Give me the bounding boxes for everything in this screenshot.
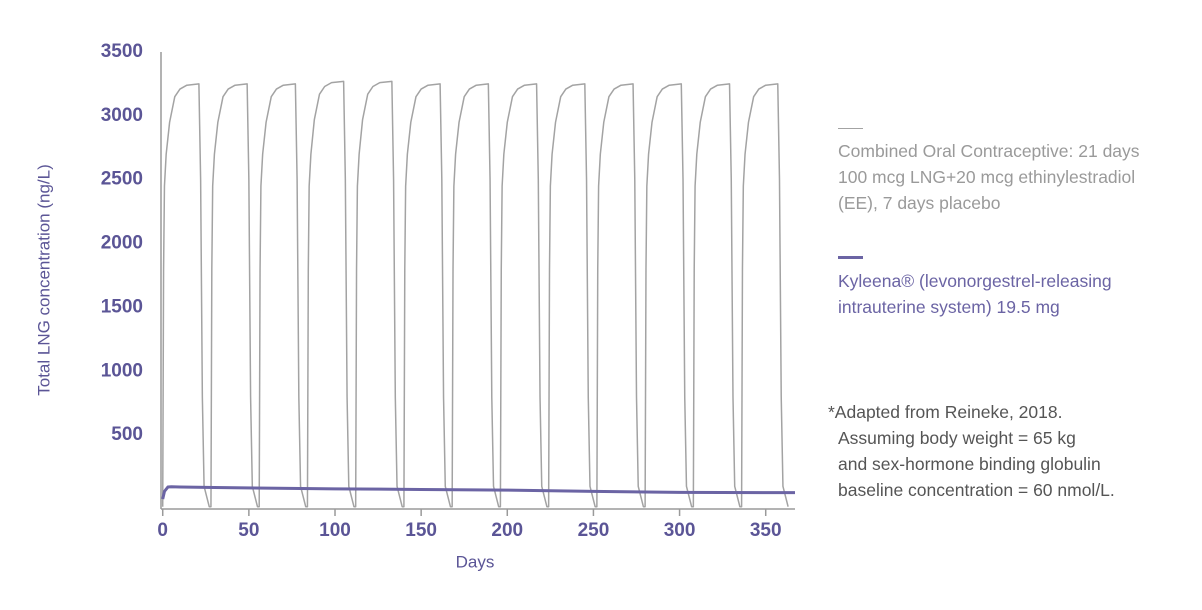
y-tick-label: 1000 (101, 360, 143, 381)
x-tick-label: 0 (157, 520, 168, 541)
note-line: *Adapted from Reineke, 2018. (828, 402, 1063, 422)
y-axis-label: Total LNG concentration (ng/L) (34, 164, 53, 396)
x-tick-label: 250 (578, 520, 610, 541)
legend-item: Kyleena® (levonorgestrel-releasing intra… (838, 256, 1158, 320)
note-line: baseline concentration = 60 nmol/L. (838, 480, 1115, 500)
x-tick-label: 350 (750, 520, 782, 541)
series-line (161, 80, 789, 508)
series-line (161, 485, 796, 500)
note-line: Assuming body weight = 65 kg (838, 428, 1076, 448)
legend-label: Combined Oral Contraceptive: 21 days 100… (838, 141, 1140, 213)
note: *Adapted from Reineke, 2018. Assuming bo… (828, 399, 1115, 503)
y-tick-label: 2500 (101, 169, 143, 190)
y-tick-label: 500 (111, 424, 143, 445)
x-tick-label: 50 (238, 520, 259, 541)
y-tick-label: 3500 (101, 41, 143, 62)
x-axis-label: Days (456, 552, 495, 571)
y-tick-label: 1500 (101, 296, 143, 317)
note-line: and sex-hormone binding globulin (838, 454, 1101, 474)
x-tick-label: 150 (405, 520, 437, 541)
legend-label: Kyleena® (levonorgestrel-releasing intra… (838, 271, 1112, 317)
y-tick-label: 3000 (101, 105, 143, 126)
legend-swatch (838, 256, 863, 259)
legend-item: Combined Oral Contraceptive: 21 days 100… (838, 128, 1148, 216)
y-tick-label: 2000 (101, 233, 143, 254)
x-tick-label: 100 (319, 520, 351, 541)
legend-swatch (838, 128, 863, 129)
x-tick-label: 300 (664, 520, 696, 541)
x-tick-label: 200 (491, 520, 523, 541)
